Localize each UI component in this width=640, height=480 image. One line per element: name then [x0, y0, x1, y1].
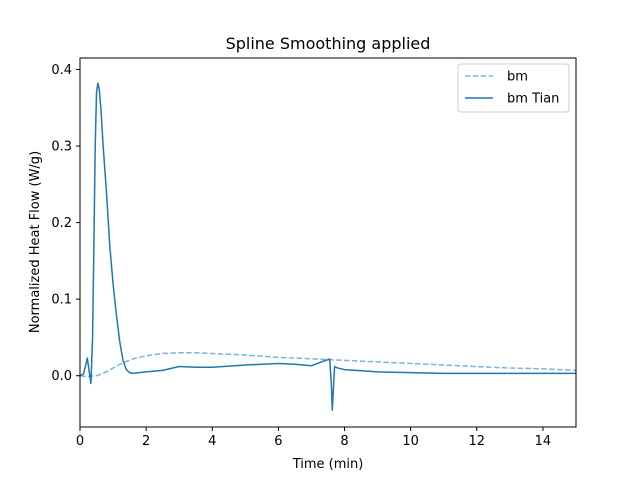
x-tick-label: 0	[76, 434, 84, 449]
y-tick-label: 0.2	[51, 216, 72, 231]
x-tick-label: 10	[402, 434, 419, 449]
plot-frame	[79, 57, 577, 428]
y-tick-label: 0.4	[51, 63, 72, 78]
x-tick-label: 8	[340, 434, 348, 449]
series-layer	[80, 82, 576, 411]
x-tick-label: 4	[208, 434, 216, 449]
series-line-0	[80, 351, 576, 378]
y-tick-label: 0.1	[51, 293, 72, 308]
x-tick-label: 6	[274, 434, 282, 449]
chart-title: Spline Smoothing applied	[226, 34, 431, 53]
x-tick-label: 2	[142, 434, 150, 449]
legend: bm bm Tian	[457, 63, 570, 113]
legend-label-1: bm Tian	[507, 92, 559, 107]
y-axis-label: Normalized Heat Flow (W/g)	[28, 151, 43, 333]
x-axis: 0 2 4 6 8 10 12 14	[76, 427, 551, 449]
legend-label-0: bm	[507, 70, 528, 85]
x-tick-label: 12	[469, 434, 486, 449]
y-axis: 0.0 0.1 0.2 0.3 0.4	[51, 63, 80, 384]
y-tick-label: 0.3	[51, 140, 72, 155]
series-line-1	[80, 82, 576, 411]
x-tick-label: 14	[535, 434, 552, 449]
y-tick-label: 0.0	[51, 369, 72, 384]
x-axis-label: Time (min)	[292, 457, 364, 472]
